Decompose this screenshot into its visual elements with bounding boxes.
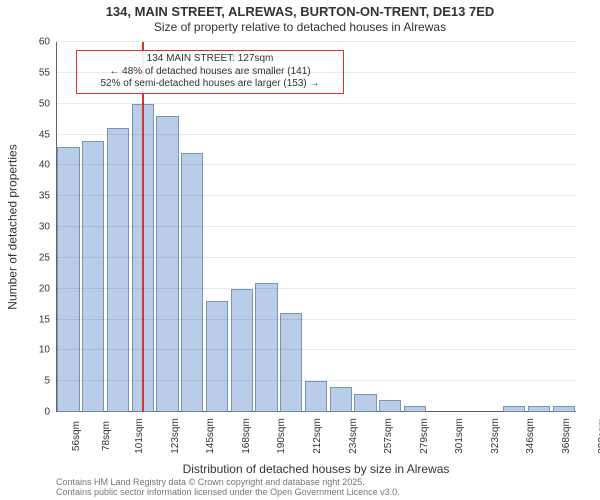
bar-column — [106, 42, 131, 412]
footer-line2: Contains public sector information licen… — [56, 488, 400, 498]
bar-column — [378, 42, 403, 412]
bar — [57, 147, 79, 412]
y-tick-label: 40 — [26, 160, 50, 171]
bar-column — [81, 42, 106, 412]
y-tick-label: 10 — [26, 345, 50, 356]
y-tick-label: 20 — [26, 283, 50, 294]
bar-column — [254, 42, 279, 412]
annotation-line3: 52% of semi-detached houses are larger (… — [83, 78, 337, 91]
bar — [305, 381, 327, 412]
x-tick-label: 145sqm — [205, 418, 216, 454]
chart-title-line2: Size of property relative to detached ho… — [0, 20, 600, 34]
x-tick-label: 301sqm — [454, 418, 465, 454]
gridline — [56, 134, 576, 135]
gridline — [56, 41, 576, 42]
bar-column — [328, 42, 353, 412]
x-tick-label: 190sqm — [276, 418, 287, 454]
bar — [354, 394, 376, 413]
y-tick-label: 30 — [26, 222, 50, 233]
bars-container — [56, 42, 576, 412]
x-axis-labels: 56sqm78sqm101sqm123sqm145sqm168sqm190sqm… — [56, 412, 576, 427]
bar — [330, 387, 352, 412]
gridline — [56, 257, 576, 258]
bar-column — [452, 42, 477, 412]
x-tick-label: 279sqm — [418, 418, 429, 454]
gridline — [56, 195, 576, 196]
bar-column — [551, 42, 576, 412]
gridline — [56, 380, 576, 381]
x-tick-label: 123sqm — [169, 418, 180, 454]
bar-column — [304, 42, 329, 412]
bar — [255, 283, 277, 413]
x-tick-label: 257sqm — [383, 418, 394, 454]
y-tick-label: 15 — [26, 314, 50, 325]
bar — [156, 116, 178, 412]
x-tick-label: 323sqm — [490, 418, 501, 454]
gridline — [56, 103, 576, 104]
bar-column — [353, 42, 378, 412]
footer-attribution: Contains HM Land Registry data © Crown c… — [56, 478, 400, 498]
bar-column — [205, 42, 230, 412]
x-tick-label: 56sqm — [71, 421, 82, 451]
bar-column — [502, 42, 527, 412]
y-tick-label: 45 — [26, 129, 50, 140]
chart-title-line1: 134, MAIN STREET, ALREWAS, BURTON-ON-TRE… — [0, 4, 600, 19]
bar-column — [279, 42, 304, 412]
bar-column — [229, 42, 254, 412]
bar-column — [527, 42, 552, 412]
bar — [107, 128, 129, 412]
x-tick-label: 78sqm — [101, 421, 112, 451]
x-tick-label: 101sqm — [134, 418, 145, 454]
x-tick-label: 234sqm — [347, 418, 358, 454]
annotation-line1: 134 MAIN STREET: 127sqm — [83, 53, 337, 66]
y-axis-label: Number of detached properties — [6, 42, 20, 412]
gridline — [56, 319, 576, 320]
y-tick-label: 5 — [26, 376, 50, 387]
y-tick-label: 50 — [26, 98, 50, 109]
bar-column — [180, 42, 205, 412]
gridline — [56, 164, 576, 165]
y-axis-label-text: Number of detached properties — [6, 144, 20, 309]
x-tick-label: 168sqm — [241, 418, 252, 454]
bar — [181, 153, 203, 412]
x-tick-label: 212sqm — [312, 418, 323, 454]
y-tick-label: 60 — [26, 37, 50, 48]
bar-column — [155, 42, 180, 412]
gridline — [56, 226, 576, 227]
gridline — [56, 411, 576, 412]
y-tick-label: 0 — [26, 407, 50, 418]
bar — [82, 141, 104, 412]
gridline — [56, 349, 576, 350]
x-tick-label: 346sqm — [525, 418, 536, 454]
bar-column — [427, 42, 452, 412]
bar-column — [403, 42, 428, 412]
x-tick-label: 368sqm — [561, 418, 572, 454]
chart-plot-area: 56sqm78sqm101sqm123sqm145sqm168sqm190sqm… — [56, 42, 576, 412]
y-tick-label: 25 — [26, 252, 50, 263]
marker-vertical-line — [142, 42, 144, 412]
bar — [280, 313, 302, 412]
gridline — [56, 288, 576, 289]
chart-title-block: 134, MAIN STREET, ALREWAS, BURTON-ON-TRE… — [0, 0, 600, 34]
gridline — [56, 72, 576, 73]
y-tick-label: 55 — [26, 67, 50, 78]
x-tick-label: 390sqm — [596, 418, 600, 454]
y-tick-label: 35 — [26, 191, 50, 202]
x-axis-label: Distribution of detached houses by size … — [56, 462, 576, 476]
bar-column — [477, 42, 502, 412]
bar-column — [56, 42, 81, 412]
